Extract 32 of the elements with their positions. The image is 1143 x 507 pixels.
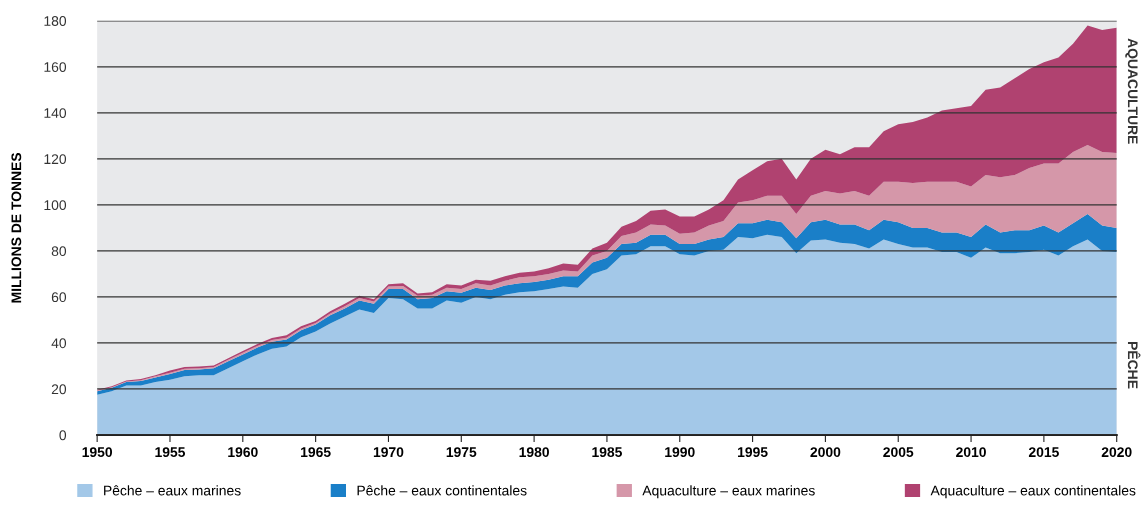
text: AQUACULTURE: [1125, 38, 1138, 144]
y-tick-label: 20: [51, 384, 67, 395]
y-tick-label: 40: [51, 338, 67, 349]
x-tick-label: 2010: [956, 447, 986, 458]
text: PÊCHE: [1127, 342, 1141, 389]
x-tick-label: 1950: [82, 447, 113, 458]
legend-label: Aquaculture – eaux marines: [642, 485, 815, 499]
y-tick-label: 0: [59, 430, 67, 441]
y-tick-label: 80: [51, 246, 67, 257]
y-tick-label: 60: [51, 292, 67, 303]
y-axis-title: MILLIONS DE TONNES: [11, 152, 22, 303]
legend-label: Pêche – eaux marines: [104, 485, 241, 496]
x-tick-label: 2005: [883, 447, 914, 458]
y-tick-label: 100: [44, 200, 67, 211]
legend-label: Aquaculture – eaux continentales: [930, 485, 1136, 499]
x-tick-label: 1995: [738, 447, 768, 458]
y-tick-label: 120: [44, 154, 67, 165]
x-tick-label: 1960: [228, 447, 258, 458]
x-tick-label: 2015: [1028, 447, 1059, 458]
x-tick-label: 1970: [373, 447, 404, 458]
x-tick-label: 1990: [665, 447, 695, 458]
x-tick-label: 1975: [446, 447, 477, 458]
x-tick-label: 2020: [1101, 447, 1132, 458]
y-tick-label: 180: [44, 16, 67, 26]
legend-label: Pêche – eaux continentales: [357, 485, 527, 496]
x-tick-label: 2000: [810, 447, 841, 458]
x-tick-label: 1980: [519, 447, 549, 458]
x-tick-label: 1965: [301, 447, 331, 458]
x-tick-label: 1985: [592, 447, 622, 458]
y-tick-label: 140: [44, 108, 67, 118]
y-tick-label: 160: [44, 62, 67, 72]
x-tick-label: 1955: [155, 447, 186, 458]
